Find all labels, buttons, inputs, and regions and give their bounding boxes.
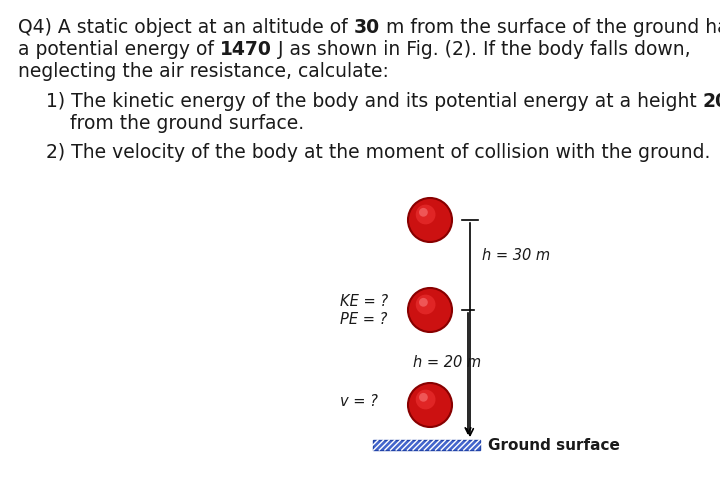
- Text: 20: 20: [703, 92, 720, 111]
- Circle shape: [408, 288, 452, 332]
- Circle shape: [415, 295, 436, 314]
- Circle shape: [408, 198, 452, 242]
- Text: J as shown in Fig. (2). If the body falls down,: J as shown in Fig. (2). If the body fall…: [271, 40, 690, 59]
- Circle shape: [419, 393, 428, 401]
- Text: Q4) A static object at an altitude of: Q4) A static object at an altitude of: [18, 18, 354, 37]
- Text: m from the surface of the ground has: m from the surface of the ground has: [379, 18, 720, 37]
- Text: Ground surface: Ground surface: [488, 437, 620, 453]
- Text: 1470: 1470: [220, 40, 271, 59]
- Text: 1) The kinetic energy of the body and its potential energy at a height: 1) The kinetic energy of the body and it…: [46, 92, 703, 111]
- Bar: [373, 440, 480, 450]
- Text: 2) The velocity of the body at the moment of collision with the ground.: 2) The velocity of the body at the momen…: [46, 143, 711, 162]
- Circle shape: [408, 383, 452, 427]
- Text: 30: 30: [354, 18, 379, 37]
- Circle shape: [415, 205, 436, 224]
- Text: neglecting the air resistance, calculate:: neglecting the air resistance, calculate…: [18, 62, 389, 81]
- Text: KE = ?: KE = ?: [340, 294, 388, 308]
- Circle shape: [415, 390, 436, 409]
- Text: h = 30 m: h = 30 m: [482, 247, 550, 263]
- Text: a potential energy of: a potential energy of: [18, 40, 220, 59]
- Circle shape: [419, 298, 428, 307]
- Circle shape: [419, 208, 428, 216]
- Text: h = 20 m: h = 20 m: [413, 355, 481, 370]
- Text: PE = ?: PE = ?: [340, 312, 387, 328]
- Text: from the ground surface.: from the ground surface.: [70, 114, 304, 133]
- Text: v = ?: v = ?: [340, 395, 378, 409]
